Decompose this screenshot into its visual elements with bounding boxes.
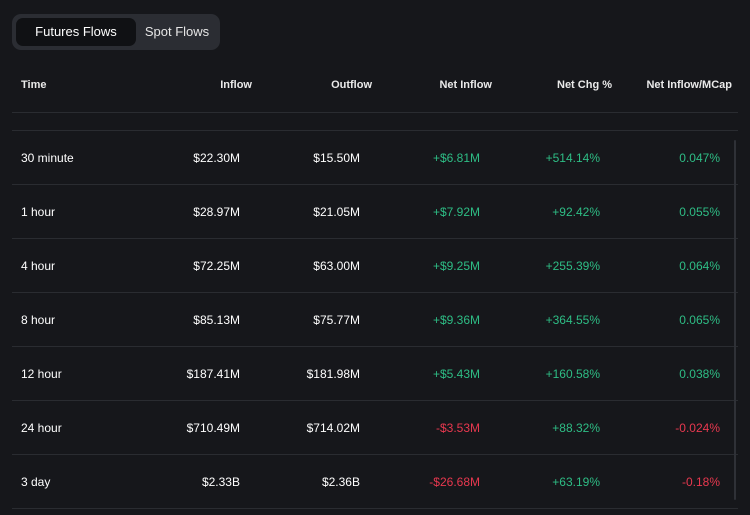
cell-net-inflow-mcap: 0.065% [679,313,720,327]
cell-net-chg: +514.14% [545,151,600,165]
table-row[interactable]: 1 hour $28.97M $21.05M +$7.92M +92.42% 0.055% [12,185,738,239]
cell-outflow: $15.50M [313,151,360,165]
table-header: Time Inflow Outflow Net Inflow Net Chg %… [12,74,750,98]
cell-net-inflow-mcap: 0.064% [679,259,720,273]
cell-outflow: $714.02M [306,421,360,435]
cell-inflow: $187.41M [186,367,240,381]
cell-outflow: $181.98M [306,367,360,381]
cell-net-inflow: -$26.68M [429,475,480,489]
cell-outflow: $21.05M [313,205,360,219]
cell-outflow: $2.36B [321,475,360,489]
cell-net-inflow: +$9.25M [432,259,480,273]
cell-net-chg: +88.32% [552,421,600,435]
cell-outflow: $75.77M [313,313,360,327]
cell-inflow: $85.13M [193,313,240,327]
cell-time: 24 hour [21,421,62,435]
cell-net-inflow: +$5.43M [432,367,480,381]
flow-type-toggle: Futures Flows Spot Flows [12,14,220,50]
cell-time: 8 hour [21,313,56,327]
cell-inflow: $2.33B [201,475,240,489]
cell-time: 3 day [21,475,51,489]
cell-net-inflow-mcap: 0.055% [679,205,720,219]
column-header-net-inflow-mcap[interactable]: Net Inflow/MCap [646,79,732,91]
cell-net-inflow: +$6.81M [432,151,480,165]
cell-net-chg: +92.42% [552,205,600,219]
flows-table-body: 30 minute $22.30M $15.50M +$6.81M +514.14% 0.… [12,131,750,509]
cell-inflow: $710.49M [186,421,240,435]
cell-time: 30 minute [21,151,74,165]
tab-futures-flows[interactable]: Futures Flows [16,18,136,46]
cell-time: 12 hour [21,367,62,381]
cell-outflow: $63.00M [313,259,360,273]
cell-net-chg: +255.39% [545,259,600,273]
header-divider [12,112,738,113]
column-header-net-chg[interactable]: Net Chg % [557,79,612,91]
cell-time: 1 hour [21,205,56,219]
cell-net-inflow: +$7.92M [432,205,480,219]
row-divider [12,130,738,131]
cell-net-inflow: +$9.36M [432,313,480,327]
column-header-outflow[interactable]: Outflow [331,79,372,91]
cell-net-chg: +160.58% [545,367,600,381]
table-row[interactable]: 4 hour $72.25M $63.00M +$9.25M +255.39% 0.064… [12,239,738,293]
column-header-net-inflow[interactable]: Net Inflow [439,79,492,91]
cell-inflow: $72.25M [193,259,240,273]
table-row[interactable]: 12 hour $187.41M $181.98M +$5.43M +160.58% 0.… [12,347,738,401]
cell-net-inflow: -$3.53M [435,421,480,435]
cell-net-inflow-mcap: -0.024% [675,421,720,435]
table-row[interactable]: 24 hour $710.49M $714.02M -$3.53M +88.32% -0.… [12,401,738,455]
cell-inflow: $22.30M [193,151,240,165]
table-row[interactable]: 30 minute $22.30M $15.50M +$6.81M +514.14% 0.… [12,131,738,185]
cell-net-chg: +364.55% [545,313,600,327]
cell-net-chg: +63.19% [552,475,600,489]
cell-inflow: $28.97M [193,205,240,219]
cell-net-inflow-mcap: 0.047% [679,151,720,165]
cell-net-inflow-mcap: -0.18% [681,475,720,489]
cell-time: 4 hour [21,259,56,273]
tab-spot-flows[interactable]: Spot Flows [144,24,210,39]
table-row[interactable]: 3 day $2.33B $2.36B -$26.68M +63.19% -0.18% [12,455,738,509]
column-header-inflow[interactable]: Inflow [220,79,252,91]
cell-net-inflow-mcap: 0.038% [679,367,720,381]
table-row[interactable]: 8 hour $85.13M $75.77M +$9.36M +364.55% 0.065… [12,293,738,347]
column-header-time[interactable]: Time [21,79,47,91]
table-scrollbar[interactable] [734,140,736,500]
